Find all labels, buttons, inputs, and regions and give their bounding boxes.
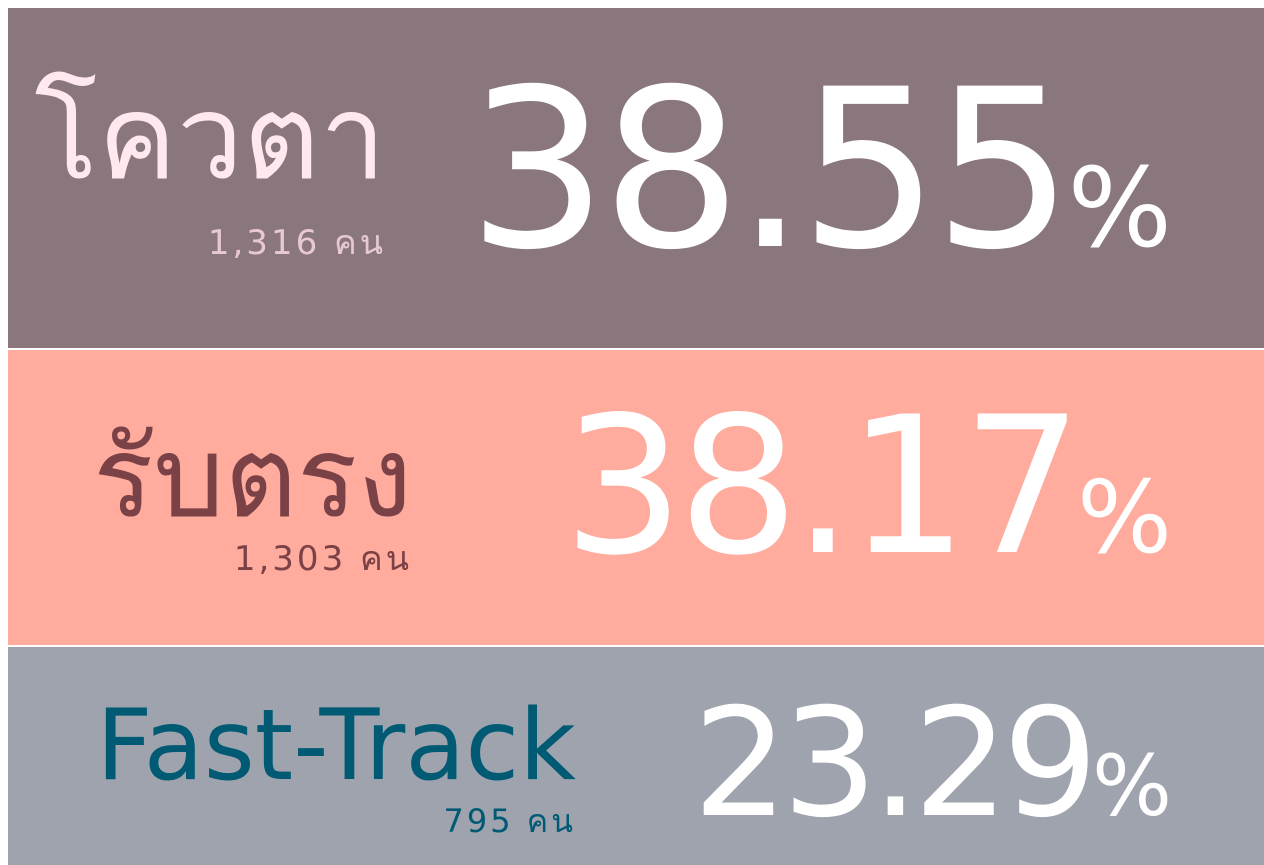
percent-unit: % <box>1067 144 1172 272</box>
row-percent: 23.29% <box>693 689 1172 839</box>
row-count: 1,303 คน <box>233 539 412 579</box>
percent-value: 38.55 <box>467 42 1074 298</box>
quota-row: โควตา 1,316 คน 38.55% <box>8 8 1264 348</box>
row-label: โควตา <box>34 68 386 206</box>
row-label: รับตรง <box>93 413 412 543</box>
percent-unit: % <box>1076 459 1172 576</box>
percent-value: 38.17 <box>563 376 1083 597</box>
row-percent: 38.17% <box>563 392 1172 582</box>
fast-track-row: Fast-Track 795 คน 23.29% <box>8 647 1264 865</box>
percent-value: 23.29 <box>692 677 1098 851</box>
row-percent: 38.55% <box>468 60 1172 280</box>
row-count: 795 คน <box>443 802 576 840</box>
row-count: 1,316 คน <box>207 223 386 263</box>
direct-row: รับตรง 1,303 คน 38.17% <box>8 350 1264 645</box>
row-label: Fast-Track <box>96 689 576 803</box>
percent-unit: % <box>1092 737 1172 835</box>
